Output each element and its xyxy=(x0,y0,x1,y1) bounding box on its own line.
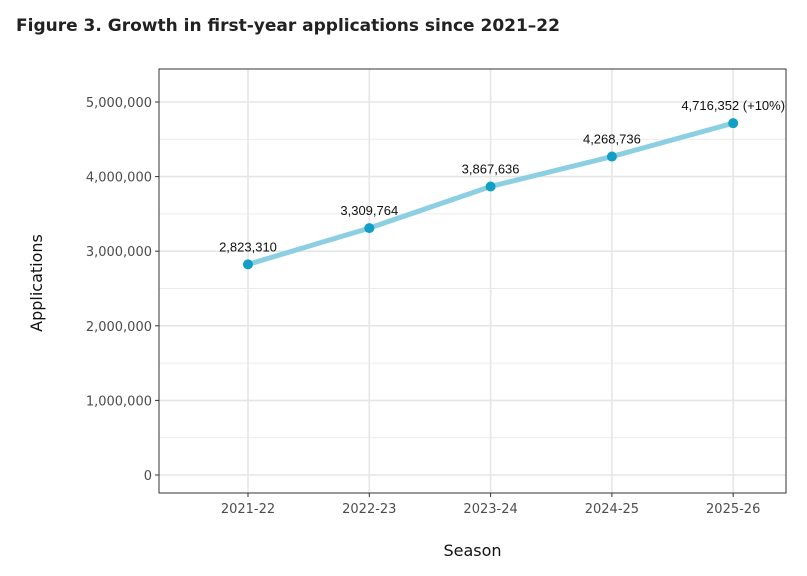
data-label: 2,823,310 xyxy=(219,239,277,254)
x-tick-label: 2025-26 xyxy=(706,502,760,517)
data-label: 3,309,764 xyxy=(340,203,398,218)
y-tick-label: 3,000,000 xyxy=(86,245,152,260)
x-tick-label: 2021-22 xyxy=(221,502,275,517)
y-axis-label: Applications xyxy=(27,234,46,332)
y-tick-label: 0 xyxy=(144,469,152,484)
plot-border xyxy=(158,68,787,494)
y-tick-label: 2,000,000 xyxy=(86,320,152,335)
data-point xyxy=(485,181,496,192)
data-point xyxy=(728,118,739,129)
data-point xyxy=(606,151,617,162)
x-tick-label: 2023-24 xyxy=(463,502,517,517)
x-tick-label: 2024-25 xyxy=(585,502,639,517)
data-label: 4,268,736 xyxy=(583,132,641,147)
chart-title: Figure 3. Growth in first-year applicati… xyxy=(16,16,560,36)
data-point xyxy=(243,259,253,270)
data-label: 4,716,352 (+10%) xyxy=(681,98,785,113)
data-point xyxy=(364,223,375,234)
x-axis-label: Season xyxy=(443,541,501,560)
y-tick-label: 4,000,000 xyxy=(86,171,152,186)
y-tick-label: 1,000,000 xyxy=(86,394,152,409)
y-tick-label: 5,000,000 xyxy=(86,96,152,111)
data-label: 3,867,636 xyxy=(462,161,520,176)
x-tick-label: 2022-23 xyxy=(342,502,396,517)
